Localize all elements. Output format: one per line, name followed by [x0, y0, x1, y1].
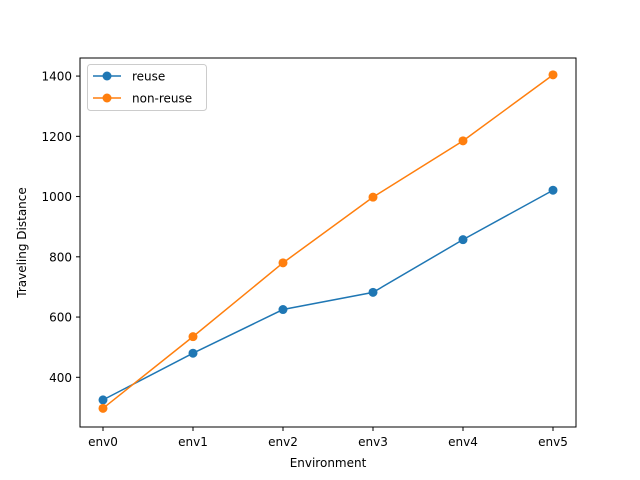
y-axis-label: Traveling Distance [15, 187, 29, 299]
legend-marker-non-reuse [102, 93, 112, 103]
y-tick-label: 600 [49, 311, 72, 325]
x-tick-label: env1 [178, 435, 208, 449]
x-axis-label: Environment [290, 456, 367, 470]
series-non-reuse [98, 70, 558, 413]
plot-series [98, 70, 558, 413]
data-point-reuse [98, 395, 108, 405]
series-line-non-reuse [102, 74, 554, 409]
x-tick-label: env4 [448, 435, 478, 449]
data-point-reuse [368, 287, 378, 297]
y-tick-label: 1000 [41, 190, 72, 204]
legend-label-reuse: reuse [132, 70, 165, 84]
series-line-reuse [102, 189, 554, 401]
y-tick-label: 800 [49, 250, 72, 264]
plot-frame [79, 57, 577, 428]
data-point-non-reuse [98, 403, 108, 413]
data-point-reuse [458, 235, 468, 245]
legend: reuse non-reuse [87, 64, 207, 111]
x-tick-label: env2 [268, 435, 298, 449]
data-point-non-reuse [188, 332, 198, 342]
series-reuse [98, 185, 558, 405]
y-axis-ticks: 400 600 800 1000 1200 1400 [41, 70, 80, 385]
x-tick-label: env3 [358, 435, 388, 449]
x-axis-ticks: env0 env1 env2 env3 env4 env5 [88, 427, 568, 449]
data-point-non-reuse [458, 136, 468, 146]
x-tick-label: env0 [88, 435, 118, 449]
data-point-reuse [548, 185, 558, 195]
y-tick-label: 1200 [41, 130, 72, 144]
legend-label-non-reuse: non-reuse [132, 92, 192, 106]
data-point-non-reuse [278, 258, 288, 268]
legend-marker-reuse [102, 71, 112, 81]
data-point-non-reuse [548, 70, 558, 80]
y-tick-label: 400 [49, 371, 72, 385]
y-tick-label: 1400 [41, 70, 72, 84]
data-point-reuse [278, 305, 288, 315]
x-tick-label: env5 [538, 435, 568, 449]
data-point-reuse [188, 348, 198, 358]
data-point-non-reuse [368, 192, 378, 202]
